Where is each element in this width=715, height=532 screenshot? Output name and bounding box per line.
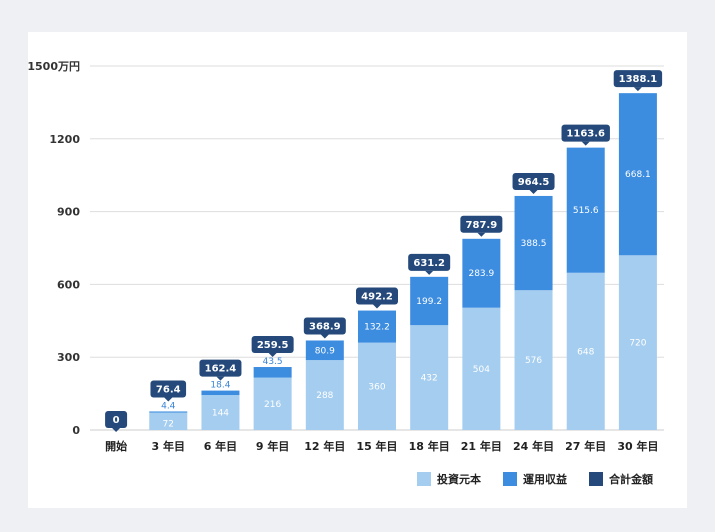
total-callout-pointer (529, 189, 538, 194)
total-callout (460, 215, 503, 233)
x-tick-label: 開始 (105, 439, 127, 453)
bar-principal-label: 432 (421, 374, 438, 384)
total-callout-pointer (268, 353, 277, 358)
total-callout (408, 253, 451, 271)
bar-principal (618, 255, 657, 430)
y-tick-label: 900 (57, 206, 80, 219)
bar-principal-label: 144 (212, 409, 229, 419)
total-callout (356, 287, 398, 305)
bar-principal (358, 342, 396, 430)
bar-principal (462, 307, 501, 430)
y-tick-label: 1500万円 (28, 60, 80, 73)
x-tick-label: 27 年目 (565, 439, 606, 453)
total-callout-label: 964.5 (518, 177, 550, 188)
legend-label: 運用収益 (523, 472, 567, 486)
total-callout (561, 124, 610, 142)
legend-label: 合計金額 (609, 472, 653, 486)
bar-principal (410, 325, 449, 430)
legend-label: 投資元本 (437, 472, 481, 486)
total-callout (512, 172, 555, 190)
bar-principal (566, 272, 605, 430)
total-callout-pointer (477, 232, 486, 237)
x-tick-label: 21 年目 (461, 439, 502, 453)
bar-returns-label: 18.4 (210, 381, 230, 391)
total-callout-label: 0 (113, 415, 120, 426)
x-tick-label: 30 年目 (617, 439, 658, 453)
bar-returns (358, 310, 396, 343)
bar-returns (462, 238, 501, 308)
total-callout-label: 368.9 (309, 321, 341, 332)
bar-principal-label: 360 (368, 382, 385, 392)
bar-returns (201, 390, 240, 396)
total-callout-label: 76.4 (156, 384, 181, 395)
total-callout-pointer (425, 270, 434, 275)
total-callout (199, 359, 242, 377)
bar-returns-label: 43.5 (263, 357, 283, 367)
bar-principal (253, 377, 292, 430)
x-tick-label: 9 年目 (256, 439, 289, 453)
x-tick-label: 6 年目 (204, 439, 237, 453)
chart-card: 0 300 600 900 1200 1500万円 0 開始 72 4.4 76.4 3 年目 144 1… (28, 32, 687, 508)
bar-principal-label: 720 (629, 339, 646, 349)
total-callout (150, 380, 187, 398)
bar-principal (201, 395, 240, 430)
bar-returns-label: 80.9 (315, 346, 335, 356)
y-tick-label: 1200 (49, 133, 80, 146)
total-callout-label: 631.2 (413, 258, 445, 269)
legend-swatch (503, 472, 517, 486)
x-tick-label: 18 年目 (409, 439, 450, 453)
total-callout (303, 317, 346, 335)
bar-returns (514, 195, 553, 291)
bar-returns (566, 147, 605, 273)
bar-returns-label: 668.1 (625, 170, 651, 180)
bar-returns-label: 283.9 (468, 269, 494, 279)
total-callout-label: 492.2 (361, 292, 393, 303)
bar-principal-label: 72 (163, 420, 174, 430)
bar-principal (149, 412, 188, 430)
total-callout (613, 70, 663, 88)
y-tick-label: 600 (57, 278, 80, 291)
stacked-bar-chart: 0 300 600 900 1200 1500万円 0 開始 72 4.4 76.4 3 年目 144 1… (28, 60, 664, 486)
total-callout (105, 411, 128, 428)
bar-principal-label: 288 (316, 391, 333, 401)
total-callout-label: 259.5 (257, 340, 289, 351)
bar-principal-label: 504 (473, 365, 490, 375)
total-callout-pointer (216, 376, 225, 381)
bar-principal-label: 648 (577, 347, 594, 357)
x-tick-label: 24 年目 (513, 439, 554, 453)
bar-returns-label: 515.6 (573, 206, 599, 216)
bar-returns-label: 132.2 (364, 323, 390, 333)
bar-principal (305, 360, 344, 430)
y-tick-label: 0 (72, 424, 80, 437)
bar-returns (253, 367, 292, 378)
total-callout-label: 162.4 (205, 364, 237, 375)
total-callout-pointer (112, 428, 121, 432)
bar-returns (305, 340, 344, 361)
legend-swatch (417, 472, 431, 486)
legend-swatch (589, 472, 603, 486)
total-callout-label: 787.9 (466, 220, 498, 231)
total-callout-pointer (581, 141, 590, 146)
total-callout-pointer (373, 304, 381, 309)
bar-returns (618, 93, 657, 256)
bar-principal-label: 576 (525, 356, 542, 366)
bar-principal-label: 216 (264, 400, 281, 410)
total-callout (251, 336, 294, 354)
x-tick-label: 3 年目 (152, 439, 185, 453)
bar-returns (410, 276, 449, 326)
total-callout-pointer (633, 87, 642, 92)
bar-returns-label: 388.5 (521, 239, 547, 249)
total-callout-pointer (164, 397, 173, 402)
total-callout-label: 1388.1 (619, 74, 658, 85)
bar-returns-label: 199.2 (416, 297, 442, 307)
x-tick-label: 15 年目 (356, 439, 397, 453)
x-tick-label: 12 年目 (304, 439, 345, 453)
total-callout-pointer (320, 334, 329, 339)
y-tick-label: 300 (57, 351, 80, 364)
total-callout-label: 1163.6 (566, 129, 605, 140)
bar-principal (514, 290, 553, 430)
bar-returns (149, 411, 188, 413)
bar-returns-label: 4.4 (161, 401, 176, 411)
